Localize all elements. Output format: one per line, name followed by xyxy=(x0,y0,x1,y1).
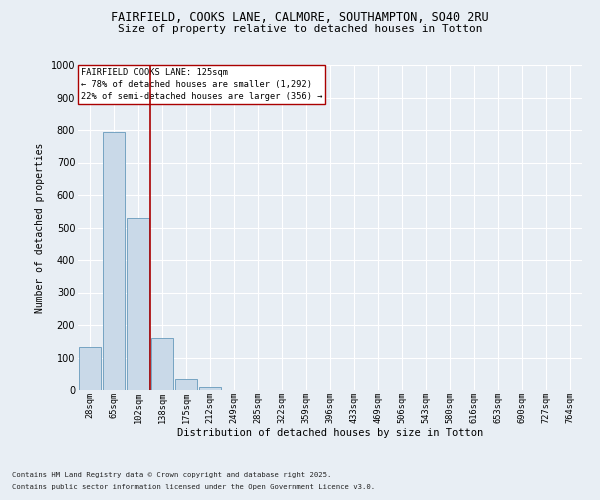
Text: Contains HM Land Registry data © Crown copyright and database right 2025.: Contains HM Land Registry data © Crown c… xyxy=(12,472,331,478)
Bar xyxy=(175,378,197,390)
Bar xyxy=(79,347,101,390)
X-axis label: Distribution of detached houses by size in Totton: Distribution of detached houses by size … xyxy=(177,428,483,438)
Y-axis label: Number of detached properties: Number of detached properties xyxy=(35,142,45,312)
Text: Size of property relative to detached houses in Totton: Size of property relative to detached ho… xyxy=(118,24,482,34)
Text: FAIRFIELD, COOKS LANE, CALMORE, SOUTHAMPTON, SO40 2RU: FAIRFIELD, COOKS LANE, CALMORE, SOUTHAMP… xyxy=(111,11,489,24)
Bar xyxy=(103,132,125,390)
Text: Contains public sector information licensed under the Open Government Licence v3: Contains public sector information licen… xyxy=(12,484,375,490)
Bar xyxy=(151,338,173,390)
Text: FAIRFIELD COOKS LANE: 125sqm
← 78% of detached houses are smaller (1,292)
22% of: FAIRFIELD COOKS LANE: 125sqm ← 78% of de… xyxy=(80,68,322,101)
Bar xyxy=(127,218,149,390)
Bar xyxy=(199,387,221,390)
